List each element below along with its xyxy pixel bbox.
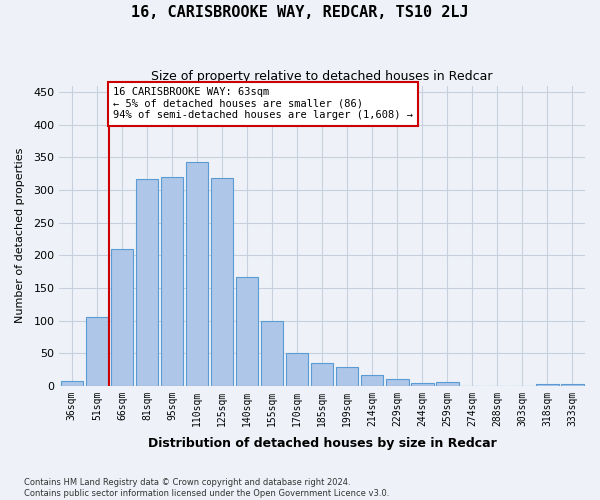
Y-axis label: Number of detached properties: Number of detached properties: [15, 148, 25, 324]
Text: 16 CARISBROOKE WAY: 63sqm
← 5% of detached houses are smaller (86)
94% of semi-d: 16 CARISBROOKE WAY: 63sqm ← 5% of detach…: [113, 87, 413, 120]
Bar: [136, 179, 158, 386]
Bar: [186, 162, 208, 386]
Bar: [286, 353, 308, 386]
Bar: [61, 381, 83, 386]
Bar: [361, 374, 383, 386]
Bar: [110, 248, 133, 386]
Bar: [386, 380, 409, 386]
Bar: [161, 177, 183, 386]
X-axis label: Distribution of detached houses by size in Redcar: Distribution of detached houses by size …: [148, 437, 497, 450]
Bar: [561, 384, 584, 386]
Bar: [261, 321, 283, 386]
Bar: [311, 363, 334, 386]
Text: Contains HM Land Registry data © Crown copyright and database right 2024.
Contai: Contains HM Land Registry data © Crown c…: [24, 478, 389, 498]
Bar: [211, 178, 233, 386]
Bar: [236, 277, 259, 386]
Bar: [86, 316, 108, 386]
Title: Size of property relative to detached houses in Redcar: Size of property relative to detached ho…: [151, 70, 493, 83]
Text: 16, CARISBROOKE WAY, REDCAR, TS10 2LJ: 16, CARISBROOKE WAY, REDCAR, TS10 2LJ: [131, 5, 469, 20]
Bar: [536, 384, 559, 386]
Bar: [411, 383, 434, 386]
Bar: [436, 382, 458, 386]
Bar: [336, 367, 358, 386]
